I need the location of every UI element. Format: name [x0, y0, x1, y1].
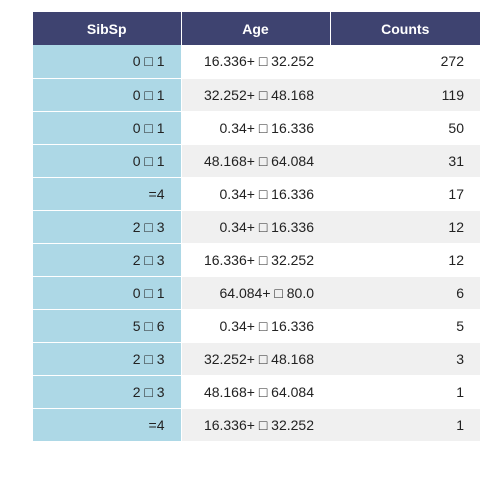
cell-sibsp: 0 □ 1	[33, 144, 182, 178]
table-row: 0 □ 1 48.168+ □ 64.084 31	[33, 144, 480, 178]
table-row: 0 □ 1 0.34+ □ 16.336 50	[33, 111, 480, 145]
cell-counts: 12	[330, 243, 480, 277]
cell-counts: 119	[330, 78, 480, 112]
cell-counts: 272	[330, 45, 480, 79]
table-row: 2 □ 3 32.252+ □ 48.168 3	[33, 342, 480, 376]
cell-counts: 50	[330, 111, 480, 145]
cell-sibsp: 0 □ 1	[33, 45, 182, 79]
table-row: 5 □ 6 0.34+ □ 16.336 5	[33, 309, 480, 343]
cell-sibsp: 2 □ 3	[33, 342, 182, 376]
table-header-row: SibSp Age Counts	[33, 12, 480, 45]
cell-counts: 3	[330, 342, 480, 376]
cell-sibsp: 2 □ 3	[33, 375, 182, 409]
cell-age: 0.34+ □ 16.336	[181, 177, 330, 211]
cell-counts: 17	[330, 177, 480, 211]
column-header-counts: Counts	[330, 12, 480, 45]
cell-age: 0.34+ □ 16.336	[181, 309, 330, 343]
table-row: =4 16.336+ □ 32.252 1	[33, 408, 480, 442]
cell-age: 16.336+ □ 32.252	[181, 408, 330, 442]
cell-sibsp: 2 □ 3	[33, 210, 182, 244]
cell-age: 16.336+ □ 32.252	[181, 45, 330, 79]
table-row: 2 □ 3 16.336+ □ 32.252 12	[33, 243, 480, 277]
table-row: 0 □ 1 32.252+ □ 48.168 119	[33, 78, 480, 112]
cell-sibsp: 2 □ 3	[33, 243, 182, 277]
cell-sibsp: 0 □ 1	[33, 276, 182, 310]
cell-sibsp: 0 □ 1	[33, 111, 182, 145]
cell-age: 0.34+ □ 16.336	[181, 210, 330, 244]
table-row: 2 □ 3 0.34+ □ 16.336 12	[33, 210, 480, 244]
table-row: 0 □ 1 64.084+ □ 80.0 6	[33, 276, 480, 310]
cell-counts: 6	[330, 276, 480, 310]
cell-age: 32.252+ □ 48.168	[181, 78, 330, 112]
cell-age: 48.168+ □ 64.084	[181, 144, 330, 178]
cell-age: 64.084+ □ 80.0	[181, 276, 330, 310]
cell-counts: 1	[330, 375, 480, 409]
cell-counts: 12	[330, 210, 480, 244]
table-row: 0 □ 1 16.336+ □ 32.252 272	[33, 45, 480, 79]
cell-counts: 1	[330, 408, 480, 442]
cell-counts: 31	[330, 144, 480, 178]
cell-age: 16.336+ □ 32.252	[181, 243, 330, 277]
table-row: 2 □ 3 48.168+ □ 64.084 1	[33, 375, 480, 409]
column-header-sibsp: SibSp	[33, 12, 182, 45]
cell-sibsp: =4	[33, 177, 182, 211]
cell-age: 48.168+ □ 64.084	[181, 375, 330, 409]
cell-age: 0.34+ □ 16.336	[181, 111, 330, 145]
counts-table: SibSp Age Counts 0 □ 1 16.336+ □ 32.252 27…	[33, 12, 480, 442]
cell-sibsp: 5 □ 6	[33, 309, 182, 343]
cell-age: 32.252+ □ 48.168	[181, 342, 330, 376]
cell-counts: 5	[330, 309, 480, 343]
table-row: =4 0.34+ □ 16.336 17	[33, 177, 480, 211]
table-body: 0 □ 1 16.336+ □ 32.252 272 0 □ 1 32.252+ □ 4…	[33, 45, 480, 442]
cell-sibsp: =4	[33, 408, 182, 442]
cell-sibsp: 0 □ 1	[33, 78, 182, 112]
column-header-age: Age	[181, 12, 331, 45]
